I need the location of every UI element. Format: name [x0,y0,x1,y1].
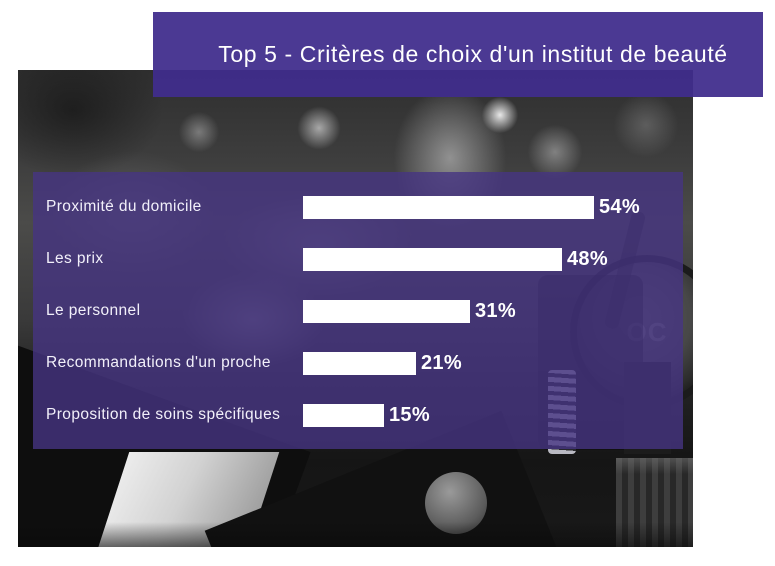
value-label: 48% [567,247,608,270]
bar-row-recommandations: Recommandations d'un proche 21% [33,337,683,389]
chart-panel: Proximité du domicile 54% Les prix 48% L… [33,172,683,449]
category-label: Les prix [46,250,104,267]
title-banner: Top 5 - Critères de choix d'un institut … [153,12,763,97]
bar-track: 21% [303,351,683,375]
bar-row-personnel: Le personnel 31% [33,285,683,337]
bar-track: 48% [303,247,683,271]
photo-bottom-shadow [18,522,693,547]
value-label: 31% [475,299,516,322]
page-title: Top 5 - Critères de choix d'un institut … [218,41,728,67]
category-label: Le personnel [46,302,141,319]
value-label: 54% [599,195,640,218]
bar [303,403,384,427]
category-label: Proximité du domicile [46,198,202,215]
bar-row-soins-specifiques: Proposition de soins spécifiques 15% [33,389,683,441]
category-label: Proposition de soins spécifiques [46,406,281,423]
bar-row-proximite: Proximité du domicile 54% [33,181,683,233]
bar-track: 15% [303,403,683,427]
value-label: 15% [389,403,430,426]
category-label: Recommandations d'un proche [46,354,271,371]
bar [303,299,470,323]
bar-track: 31% [303,299,683,323]
bar-track: 54% [303,195,683,219]
value-label: 21% [421,351,462,374]
bar [303,351,416,375]
bar-row-prix: Les prix 48% [33,233,683,285]
bar [303,247,562,271]
bar [303,195,594,219]
